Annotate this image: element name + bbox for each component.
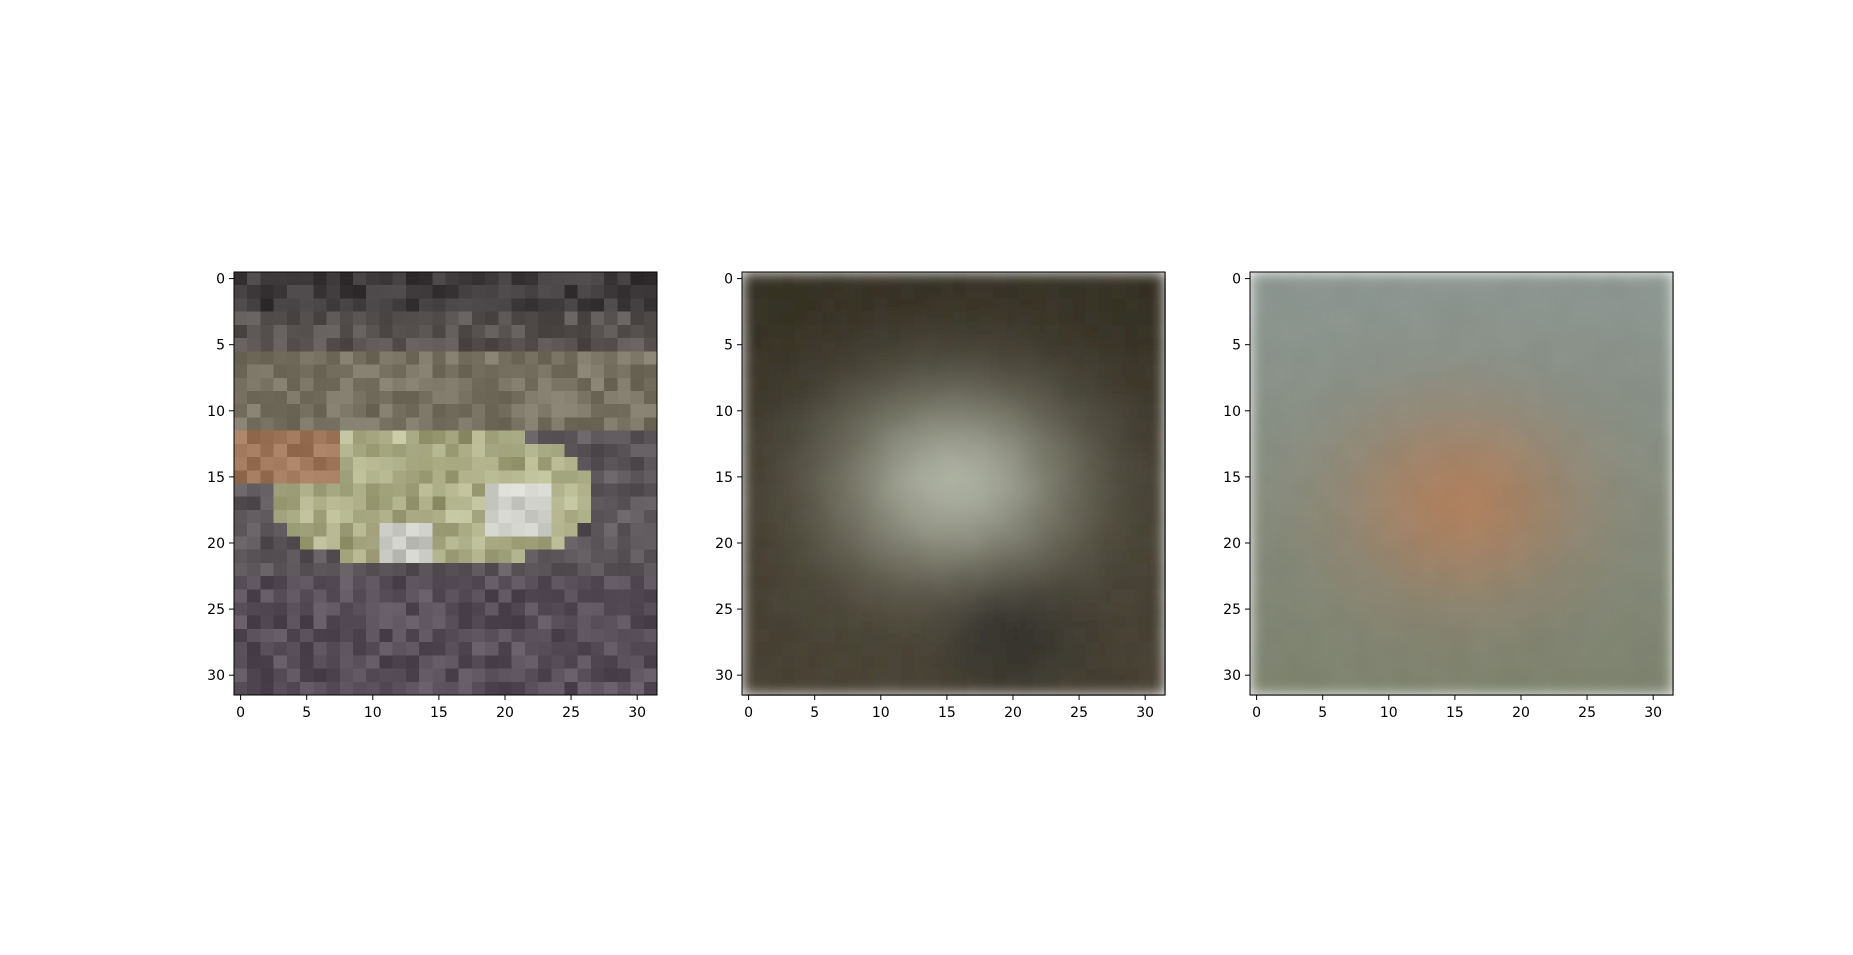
panel-2-ytick-label: 5 [724, 338, 733, 354]
panel-1-xtick-label: 25 [562, 705, 580, 721]
panel-3-ytick-label: 20 [1223, 536, 1241, 552]
panel-3-ytick-label: 25 [1223, 602, 1241, 618]
panel-1-xtick-label: 5 [302, 705, 311, 721]
panel-1-ytick-label: 20 [207, 536, 225, 552]
panel-3-xtick-label: 0 [1252, 705, 1261, 721]
panel-2-ytick-label: 0 [724, 272, 733, 288]
panels: 0 5 10 15 20 25 30 0 5 10 15 20 25 30 0 5 10 15 20 25 30 0 5 10… [207, 271, 1674, 721]
panel-1-xtick-label: 20 [496, 705, 514, 721]
panel-3-ytick-label: 0 [1232, 272, 1241, 288]
panel-3-ytick-label: 15 [1223, 470, 1241, 486]
panel-3-xtick-label: 20 [1512, 705, 1530, 721]
panel-1-xtick-label: 15 [430, 705, 448, 721]
panel-3-xtick-label: 30 [1644, 705, 1662, 721]
panel-2-xtick-label: 20 [1004, 705, 1022, 721]
panel-1-ytick-label: 5 [216, 338, 225, 354]
panel-3-xtick-label: 15 [1446, 705, 1464, 721]
panel-2-xtick-label: 25 [1070, 705, 1088, 721]
panel-1-xtick-label: 10 [364, 705, 382, 721]
panel-2-xtick-label: 10 [872, 705, 890, 721]
panel-3-ytick-label: 10 [1223, 404, 1241, 420]
panel-3-image [1250, 272, 1674, 696]
panel-2-frame [741, 271, 1166, 696]
panel-2-xtick-label: 0 [744, 705, 753, 721]
panel-1-ytick-label: 30 [207, 668, 225, 684]
panel-3-ytick-label: 30 [1223, 668, 1241, 684]
panel-2-ytick-label: 30 [715, 668, 733, 684]
panel-2-xtick-label: 30 [1136, 705, 1154, 721]
panel-2-image [742, 272, 1166, 696]
panel-2-ytick-label: 10 [715, 404, 733, 420]
panel-1-frame [233, 271, 658, 696]
panel-1-ytick-label: 25 [207, 602, 225, 618]
panel-3: 0 5 10 15 20 25 30 0 5 10 15 20 25 30 [1223, 271, 1674, 721]
panel-3-xtick-label: 5 [1318, 705, 1327, 721]
panel-2-xtick-label: 5 [810, 705, 819, 721]
panel-1-ytick-label: 15 [207, 470, 225, 486]
panel-1-ytick-label: 0 [216, 272, 225, 288]
panel-2-ytick-label: 25 [715, 602, 733, 618]
panel-1-image [234, 272, 658, 696]
panel-3-xtick-label: 25 [1578, 705, 1596, 721]
panel-2: 0 5 10 15 20 25 30 0 5 10 15 20 25 30 [715, 271, 1166, 721]
panel-1: 0 5 10 15 20 25 30 0 5 10 15 20 25 30 [207, 271, 658, 721]
panel-3-ytick-label: 5 [1232, 338, 1241, 354]
panel-3-frame [1249, 271, 1674, 696]
panel-1-xtick-label: 0 [236, 705, 245, 721]
panel-2-xtick-label: 15 [938, 705, 956, 721]
panel-2-ytick-label: 20 [715, 536, 733, 552]
panel-1-xtick-label: 30 [628, 705, 646, 721]
panel-2-ytick-label: 15 [715, 470, 733, 486]
panel-1-ytick-label: 10 [207, 404, 225, 420]
panel-3-xtick-label: 10 [1380, 705, 1398, 721]
